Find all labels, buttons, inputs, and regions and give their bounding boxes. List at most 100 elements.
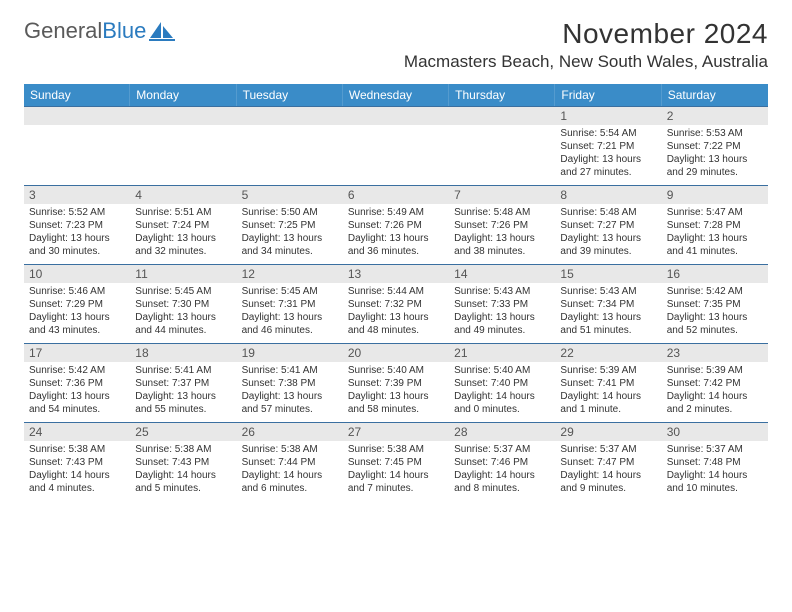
- day-body: Sunrise: 5:47 AMSunset: 7:28 PMDaylight:…: [662, 204, 768, 261]
- day-cell: 27Sunrise: 5:38 AMSunset: 7:45 PMDayligh…: [343, 423, 449, 501]
- day-cell: 5Sunrise: 5:50 AMSunset: 7:25 PMDaylight…: [237, 186, 343, 264]
- sunset-text: Sunset: 7:45 PM: [348, 456, 444, 469]
- daylight1-text: Daylight: 13 hours: [242, 390, 338, 403]
- day-number: [24, 107, 130, 125]
- sunrise-text: Sunrise: 5:51 AM: [135, 206, 231, 219]
- daylight1-text: Daylight: 14 hours: [135, 469, 231, 482]
- sunrise-text: Sunrise: 5:42 AM: [667, 285, 763, 298]
- day-body: Sunrise: 5:45 AMSunset: 7:31 PMDaylight:…: [237, 283, 343, 340]
- daylight1-text: Daylight: 13 hours: [242, 232, 338, 245]
- daylight2-text: and 58 minutes.: [348, 403, 444, 416]
- week-row: 3Sunrise: 5:52 AMSunset: 7:23 PMDaylight…: [24, 185, 768, 264]
- daylight2-text: and 39 minutes.: [560, 245, 656, 258]
- day-number: 17: [24, 344, 130, 362]
- daylight2-text: and 36 minutes.: [348, 245, 444, 258]
- day-number: 14: [449, 265, 555, 283]
- day-number: [237, 107, 343, 125]
- day-cell: 1Sunrise: 5:54 AMSunset: 7:21 PMDaylight…: [555, 107, 661, 185]
- sunrise-text: Sunrise: 5:44 AM: [348, 285, 444, 298]
- daylight1-text: Daylight: 13 hours: [454, 232, 550, 245]
- daylight1-text: Daylight: 14 hours: [667, 390, 763, 403]
- day-cell: 7Sunrise: 5:48 AMSunset: 7:26 PMDaylight…: [449, 186, 555, 264]
- day-body: Sunrise: 5:53 AMSunset: 7:22 PMDaylight:…: [662, 125, 768, 182]
- day-body: Sunrise: 5:50 AMSunset: 7:25 PMDaylight:…: [237, 204, 343, 261]
- sunrise-text: Sunrise: 5:50 AM: [242, 206, 338, 219]
- daylight2-text: and 38 minutes.: [454, 245, 550, 258]
- sunrise-text: Sunrise: 5:40 AM: [454, 364, 550, 377]
- daylight2-text: and 4 minutes.: [29, 482, 125, 495]
- day-cell: 22Sunrise: 5:39 AMSunset: 7:41 PMDayligh…: [555, 344, 661, 422]
- daylight1-text: Daylight: 13 hours: [348, 232, 444, 245]
- day-body: Sunrise: 5:52 AMSunset: 7:23 PMDaylight:…: [24, 204, 130, 261]
- day-cell: 30Sunrise: 5:37 AMSunset: 7:48 PMDayligh…: [662, 423, 768, 501]
- day-body: Sunrise: 5:43 AMSunset: 7:33 PMDaylight:…: [449, 283, 555, 340]
- day-number: 26: [237, 423, 343, 441]
- daylight1-text: Daylight: 14 hours: [29, 469, 125, 482]
- daylight2-text: and 54 minutes.: [29, 403, 125, 416]
- sunset-text: Sunset: 7:27 PM: [560, 219, 656, 232]
- day-cell: 3Sunrise: 5:52 AMSunset: 7:23 PMDaylight…: [24, 186, 130, 264]
- sunrise-text: Sunrise: 5:54 AM: [560, 127, 656, 140]
- sunset-text: Sunset: 7:30 PM: [135, 298, 231, 311]
- daylight1-text: Daylight: 13 hours: [135, 232, 231, 245]
- daylight1-text: Daylight: 13 hours: [560, 232, 656, 245]
- week-row: 1Sunrise: 5:54 AMSunset: 7:21 PMDaylight…: [24, 106, 768, 185]
- day-body: Sunrise: 5:37 AMSunset: 7:48 PMDaylight:…: [662, 441, 768, 498]
- day-cell: 24Sunrise: 5:38 AMSunset: 7:43 PMDayligh…: [24, 423, 130, 501]
- day-cell: [449, 107, 555, 185]
- sunset-text: Sunset: 7:23 PM: [29, 219, 125, 232]
- location: Macmasters Beach, New South Wales, Austr…: [404, 52, 768, 72]
- logo: GeneralBlue: [24, 18, 177, 44]
- logo-text: GeneralBlue: [24, 18, 146, 44]
- daylight2-text: and 48 minutes.: [348, 324, 444, 337]
- daylight2-text: and 27 minutes.: [560, 166, 656, 179]
- sunrise-text: Sunrise: 5:38 AM: [348, 443, 444, 456]
- sunrise-text: Sunrise: 5:39 AM: [667, 364, 763, 377]
- sunrise-text: Sunrise: 5:52 AM: [29, 206, 125, 219]
- day-cell: 26Sunrise: 5:38 AMSunset: 7:44 PMDayligh…: [237, 423, 343, 501]
- sunset-text: Sunset: 7:38 PM: [242, 377, 338, 390]
- sunset-text: Sunset: 7:39 PM: [348, 377, 444, 390]
- day-cell: 15Sunrise: 5:43 AMSunset: 7:34 PMDayligh…: [555, 265, 661, 343]
- day-number: 8: [555, 186, 661, 204]
- day-cell: 21Sunrise: 5:40 AMSunset: 7:40 PMDayligh…: [449, 344, 555, 422]
- day-body: Sunrise: 5:40 AMSunset: 7:40 PMDaylight:…: [449, 362, 555, 419]
- day-cell: 10Sunrise: 5:46 AMSunset: 7:29 PMDayligh…: [24, 265, 130, 343]
- sunrise-text: Sunrise: 5:38 AM: [135, 443, 231, 456]
- daylight2-text: and 46 minutes.: [242, 324, 338, 337]
- day-body: Sunrise: 5:43 AMSunset: 7:34 PMDaylight:…: [555, 283, 661, 340]
- day-body: Sunrise: 5:37 AMSunset: 7:46 PMDaylight:…: [449, 441, 555, 498]
- day-cell: 11Sunrise: 5:45 AMSunset: 7:30 PMDayligh…: [130, 265, 236, 343]
- day-body: Sunrise: 5:54 AMSunset: 7:21 PMDaylight:…: [555, 125, 661, 182]
- day-cell: 28Sunrise: 5:37 AMSunset: 7:46 PMDayligh…: [449, 423, 555, 501]
- sunset-text: Sunset: 7:37 PM: [135, 377, 231, 390]
- day-body: Sunrise: 5:42 AMSunset: 7:35 PMDaylight:…: [662, 283, 768, 340]
- daylight1-text: Daylight: 14 hours: [348, 469, 444, 482]
- day-number: 29: [555, 423, 661, 441]
- day-number: 22: [555, 344, 661, 362]
- day-body: Sunrise: 5:45 AMSunset: 7:30 PMDaylight:…: [130, 283, 236, 340]
- day-number: 20: [343, 344, 449, 362]
- daylight2-text: and 44 minutes.: [135, 324, 231, 337]
- daylight1-text: Daylight: 14 hours: [560, 469, 656, 482]
- sunrise-text: Sunrise: 5:46 AM: [29, 285, 125, 298]
- day-number: 13: [343, 265, 449, 283]
- daylight1-text: Daylight: 13 hours: [667, 311, 763, 324]
- sunrise-text: Sunrise: 5:39 AM: [560, 364, 656, 377]
- day-number: [130, 107, 236, 125]
- day-number: 6: [343, 186, 449, 204]
- daylight2-text: and 43 minutes.: [29, 324, 125, 337]
- day-body: Sunrise: 5:46 AMSunset: 7:29 PMDaylight:…: [24, 283, 130, 340]
- month-title: November 2024: [404, 18, 768, 50]
- day-cell: [24, 107, 130, 185]
- header-row: GeneralBlue November 2024 Macmasters Bea…: [24, 18, 768, 72]
- weekday-friday: Friday: [555, 84, 661, 106]
- day-body: [237, 125, 343, 130]
- sunset-text: Sunset: 7:35 PM: [667, 298, 763, 311]
- daylight1-text: Daylight: 14 hours: [454, 390, 550, 403]
- daylight2-text: and 7 minutes.: [348, 482, 444, 495]
- day-body: [343, 125, 449, 130]
- daylight1-text: Daylight: 14 hours: [667, 469, 763, 482]
- daylight1-text: Daylight: 13 hours: [348, 390, 444, 403]
- title-block: November 2024 Macmasters Beach, New Sout…: [404, 18, 768, 72]
